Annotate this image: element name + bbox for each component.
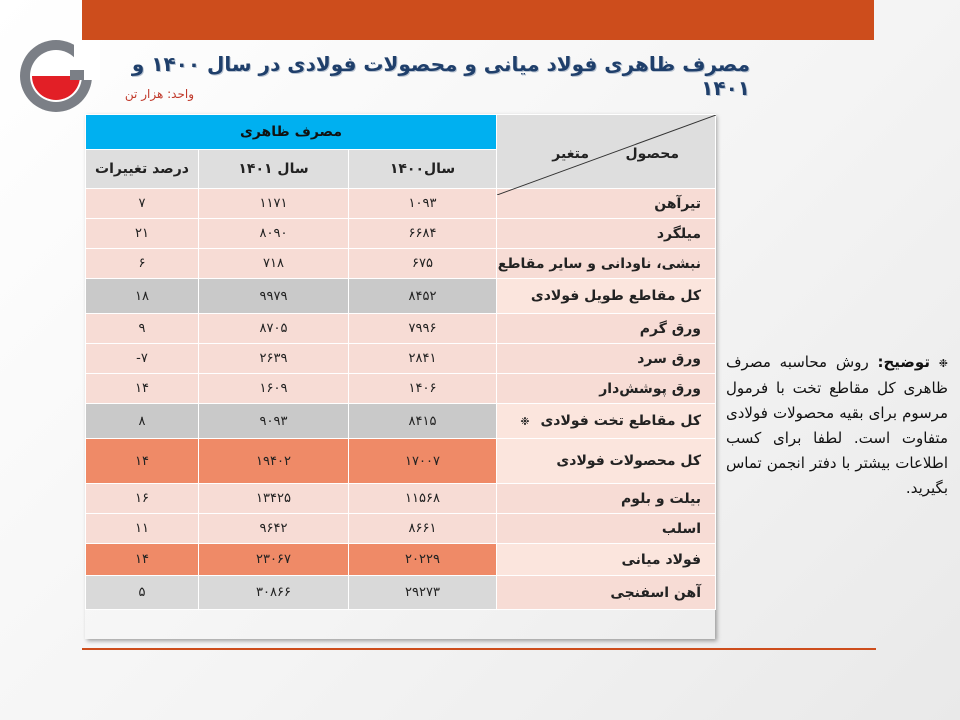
cell-year1400: ۶۶۸۴ bbox=[347, 218, 498, 249]
cell-year1400: ۸۶۶۱ bbox=[347, 513, 498, 544]
row-label: نبشی، ناودانی و سایر مقاطع bbox=[496, 248, 717, 279]
cell-year1401: ۱۹۴۰۲ bbox=[198, 438, 349, 484]
row-label: میلگرد bbox=[496, 218, 717, 249]
bottom-divider bbox=[82, 648, 876, 650]
cell-year1400: ۷۹۹۶ bbox=[347, 313, 498, 344]
cell-year1401: ۱۱۷۱ bbox=[198, 188, 349, 219]
cell-change: ۸ bbox=[85, 403, 199, 439]
table-row: ۶ ۷۱۸ ۶۷۵ نبشی، ناودانی و سایر مقاطع bbox=[85, 248, 717, 279]
header-year1401: سال ۱۴۰۱ bbox=[198, 149, 349, 189]
footnote-marker: ❉ bbox=[520, 415, 530, 428]
cell-year1401: ۱۶۰۹ bbox=[198, 373, 349, 404]
row-label-with-marker: کل مقاطع تخت فولادی ❉ bbox=[496, 403, 717, 439]
cell-year1401: ۹۰۹۳ bbox=[198, 403, 349, 439]
row-label: آهن اسفنجی bbox=[496, 575, 717, 610]
explanation-note: ❉ توضیح: روش محاسبه مصرف ظاهری کل مقاطع … bbox=[726, 350, 948, 501]
cell-year1401: ۷۱۸ bbox=[198, 248, 349, 279]
unit-label: واحد: هزار تن bbox=[124, 87, 194, 101]
cell-year1401: ۹۹۷۹ bbox=[198, 278, 349, 314]
cell-change: ۱۴ bbox=[85, 543, 199, 576]
cell-year1400: ۱۴۰۶ bbox=[347, 373, 498, 404]
corner-variable-label: متغیر bbox=[552, 146, 590, 162]
table-row-highlight: ۱۴ ۲۳۰۶۷ ۲۰۲۲۹ فولاد میانی bbox=[85, 543, 717, 576]
row-label: اسلب bbox=[496, 513, 717, 544]
cell-year1401: ۱۳۴۲۵ bbox=[198, 483, 349, 514]
note-text: روش محاسبه مصرف ظاهری کل مقاطع تخت با فر… bbox=[726, 353, 948, 497]
header-change: درصد تغییرات bbox=[85, 149, 199, 189]
cell-change: ۱۸ bbox=[85, 278, 199, 314]
page-title: مصرف ظاهری فولاد میانی و محصولات فولادی … bbox=[131, 52, 750, 100]
consumption-table: مصرف ظاهری محصول متغیر درصد تغییرات سال … bbox=[84, 114, 717, 639]
top-banner bbox=[82, 0, 874, 40]
cell-change: ۲۱ bbox=[85, 218, 199, 249]
association-logo bbox=[12, 36, 100, 116]
cell-year1400: ۲۸۴۱ bbox=[347, 343, 498, 374]
table-row: ۷ ۱۱۷۱ ۱۰۹۳ تیرآهن bbox=[85, 188, 717, 219]
row-label: ورق سرد bbox=[496, 343, 717, 374]
cell-change: ۱۶ bbox=[85, 483, 199, 514]
table-row: ۲۱ ۸۰۹۰ ۶۶۸۴ میلگرد bbox=[85, 218, 717, 249]
table-row-total: ۸ ۹۰۹۳ ۸۴۱۵ کل مقاطع تخت فولادی ❉ bbox=[85, 403, 717, 439]
cell-year1401: ۲۶۳۹ bbox=[198, 343, 349, 374]
table-row: -۷ ۲۶۳۹ ۲۸۴۱ ورق سرد bbox=[85, 343, 717, 374]
header-year1400: سال۱۴۰۰ bbox=[347, 149, 498, 189]
cell-year1400: ۱۷۰۰۷ bbox=[347, 438, 498, 484]
cell-year1401: ۲۳۰۶۷ bbox=[198, 543, 349, 576]
table-row-total: ۱۸ ۹۹۷۹ ۸۴۵۲ کل مقاطع طویل فولادی bbox=[85, 278, 717, 314]
corner-product-label: محصول bbox=[625, 146, 680, 162]
cell-year1400: ۸۴۱۵ bbox=[347, 403, 498, 439]
cell-year1401: ۳۰۸۶۶ bbox=[198, 575, 349, 610]
row-label: کل محصولات فولادی bbox=[496, 438, 717, 484]
cell-year1400: ۶۷۵ bbox=[347, 248, 498, 279]
cell-change: ۱۴ bbox=[85, 438, 199, 484]
cell-year1400: ۱۱۵۶۸ bbox=[347, 483, 498, 514]
row-label: فولاد میانی bbox=[496, 543, 717, 576]
note-heading: توضیح: bbox=[877, 353, 930, 371]
cell-year1400: ۱۰۹۳ bbox=[347, 188, 498, 219]
table-row: ۹ ۸۷۰۵ ۷۹۹۶ ورق گرم bbox=[85, 313, 717, 344]
cell-year1400: ۸۴۵۲ bbox=[347, 278, 498, 314]
row-label: کل مقاطع طویل فولادی bbox=[496, 278, 717, 314]
table-row-highlight: ۱۴ ۱۹۴۰۲ ۱۷۰۰۷ کل محصولات فولادی bbox=[85, 438, 717, 484]
cell-change: ۵ bbox=[85, 575, 199, 610]
row-label: ورق پوشش‌دار bbox=[496, 373, 717, 404]
cell-year1401: ۹۶۴۲ bbox=[198, 513, 349, 544]
table-row: ۱۴ ۱۶۰۹ ۱۴۰۶ ورق پوشش‌دار bbox=[85, 373, 717, 404]
cell-change: ۷ bbox=[85, 188, 199, 219]
row-label: ورق گرم bbox=[496, 313, 717, 344]
group-header: مصرف ظاهری bbox=[84, 114, 498, 150]
table-row: ۱۱ ۹۶۴۲ ۸۶۶۱ اسلب bbox=[85, 513, 717, 544]
cell-change: ۱۱ bbox=[85, 513, 199, 544]
row-label: تیرآهن bbox=[496, 188, 717, 219]
cell-year1401: ۸۰۹۰ bbox=[198, 218, 349, 249]
cell-year1400: ۲۹۲۷۳ bbox=[347, 575, 498, 610]
cell-change: ۱۴ bbox=[85, 373, 199, 404]
cell-year1400: ۲۰۲۲۹ bbox=[347, 543, 498, 576]
row-label: کل مقاطع تخت فولادی bbox=[540, 413, 702, 429]
cell-change: -۷ bbox=[85, 343, 199, 374]
note-marker: ❉ bbox=[938, 357, 948, 370]
cell-change: ۶ bbox=[85, 248, 199, 279]
table-row: ۱۶ ۱۳۴۲۵ ۱۱۵۶۸ بیلت و بلوم bbox=[85, 483, 717, 514]
cell-change: ۹ bbox=[85, 313, 199, 344]
cell-year1401: ۸۷۰۵ bbox=[198, 313, 349, 344]
corner-header: محصول متغیر bbox=[496, 114, 717, 195]
row-label: بیلت و بلوم bbox=[496, 483, 717, 514]
table-row: ۵ ۳۰۸۶۶ ۲۹۲۷۳ آهن اسفنجی bbox=[85, 575, 717, 610]
